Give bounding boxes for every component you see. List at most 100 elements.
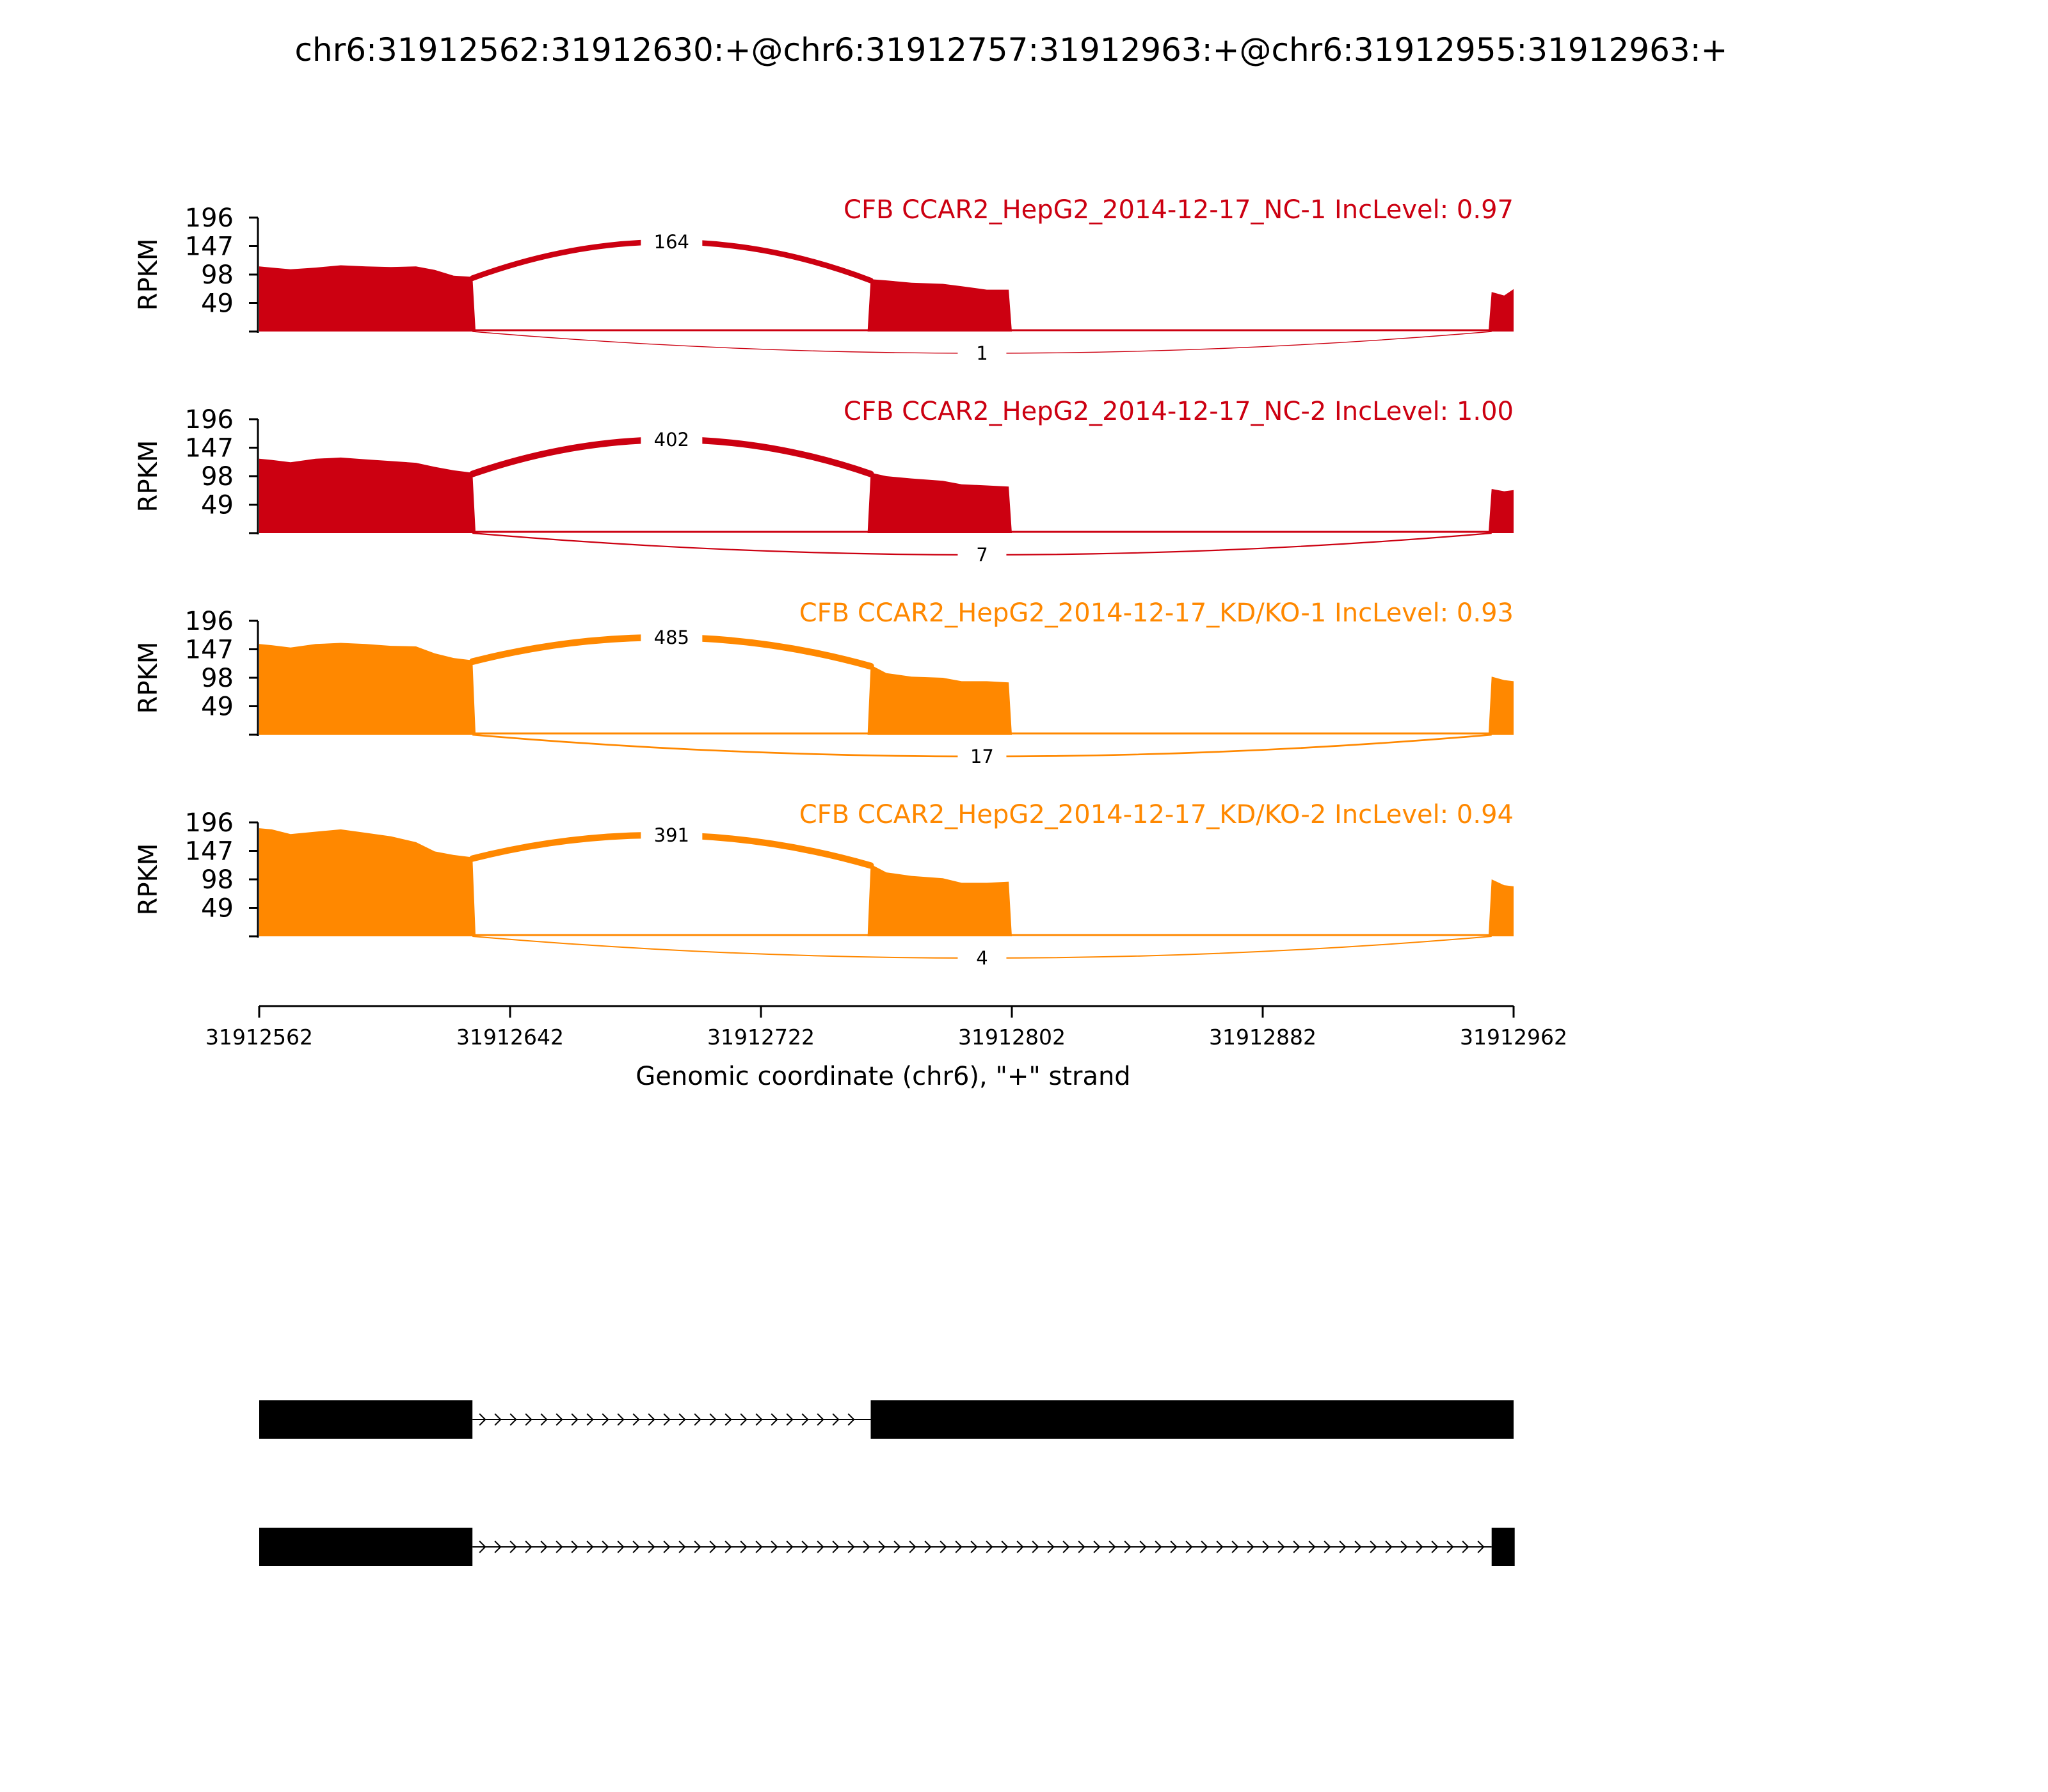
- strand-arrow-icon: [1247, 1540, 1254, 1553]
- x-tick-label: 31912802: [958, 1025, 1066, 1050]
- coverage-area: [259, 643, 1514, 735]
- strand-arrow-icon: [648, 1413, 655, 1426]
- strand-arrow-icon: [509, 1413, 517, 1426]
- strand-arrow-icon: [678, 1413, 686, 1426]
- junction-label-bg: [957, 339, 1007, 366]
- y-tick-label: 147: [185, 837, 234, 867]
- strand-arrow-icon: [1231, 1540, 1239, 1553]
- junction-label-bg: [957, 541, 1007, 568]
- strand-arrow-icon: [1201, 1540, 1208, 1553]
- coverage-area: [259, 457, 1514, 533]
- gene-model: [259, 1400, 1514, 1439]
- junction-label-bg: [641, 424, 703, 452]
- strand-arrow-icon: [1108, 1540, 1116, 1553]
- strand-arrow-icon: [586, 1540, 594, 1553]
- strand-arrow-icon: [602, 1413, 609, 1426]
- y-tick-label: 196: [185, 405, 234, 435]
- y-tick-label: 98: [201, 664, 234, 693]
- sample-label: CFB CCAR2_HepG2_2014-12-17_KD/KO-2 IncLe…: [799, 800, 1514, 829]
- strand-arrow-icon: [1446, 1540, 1454, 1553]
- junction-label-bg: [957, 944, 1007, 971]
- y-tick-label: 196: [185, 607, 234, 636]
- strand-arrow-icon: [724, 1413, 732, 1426]
- strand-arrow-icon: [1078, 1540, 1085, 1553]
- strand-arrow-icon: [847, 1540, 855, 1553]
- strand-arrow-icon: [801, 1540, 809, 1553]
- y-tick-label: 147: [185, 636, 234, 665]
- strand-arrow-icon: [663, 1540, 671, 1553]
- inclusion-junction-count: 391: [654, 824, 689, 846]
- y-axis-label: RPKM: [134, 844, 163, 916]
- strand-arrow-icon: [755, 1540, 763, 1553]
- strand-arrow-icon: [556, 1540, 563, 1553]
- strand-arrow-icon: [832, 1540, 840, 1553]
- strand-arrow-icon: [1324, 1540, 1331, 1553]
- strand-arrow-icon: [863, 1540, 870, 1553]
- gene-model: [259, 1528, 1515, 1566]
- y-tick-label: 98: [201, 462, 234, 492]
- strand-arrow-icon: [801, 1413, 809, 1426]
- strand-arrow-icon: [617, 1540, 625, 1553]
- strand-arrow-icon: [709, 1540, 717, 1553]
- strand-arrow-icon: [1400, 1540, 1408, 1553]
- figure-title: chr6:31912562:31912630:+@chr6:31912757:3…: [295, 31, 1728, 68]
- strand-arrow-icon: [786, 1540, 794, 1553]
- strand-arrow-icon: [1047, 1540, 1055, 1553]
- strand-arrow-icon: [1339, 1540, 1347, 1553]
- junction-label-bg: [641, 820, 703, 848]
- strand-arrow-icon: [1093, 1540, 1101, 1553]
- x-tick-label: 31912882: [1209, 1025, 1316, 1050]
- y-tick-label: 196: [185, 204, 234, 233]
- strand-arrow-icon: [632, 1540, 640, 1553]
- sample-label: CFB CCAR2_HepG2_2014-12-17_KD/KO-1 IncLe…: [799, 598, 1514, 628]
- strand-arrow-icon: [540, 1540, 548, 1553]
- strand-arrow-icon: [494, 1413, 502, 1426]
- exon-block: [1491, 1528, 1515, 1566]
- strand-arrow-icon: [540, 1413, 548, 1426]
- skipping-junction-count: 17: [970, 746, 994, 767]
- inclusion-junction-count: 164: [654, 231, 689, 253]
- x-tick-label: 31912722: [707, 1025, 815, 1050]
- strand-arrow-icon: [479, 1413, 486, 1426]
- strand-arrow-icon: [1308, 1540, 1316, 1553]
- strand-arrow-icon: [817, 1540, 824, 1553]
- strand-arrow-icon: [924, 1540, 932, 1553]
- y-axis-label: RPKM: [134, 440, 163, 513]
- strand-arrow-icon: [878, 1540, 886, 1553]
- strand-arrow-icon: [832, 1413, 840, 1426]
- strand-arrow-icon: [1293, 1540, 1300, 1553]
- strand-arrow-icon: [556, 1413, 563, 1426]
- x-tick-label: 31912642: [456, 1025, 564, 1050]
- sample-panel: 164 1 CFB CCAR2_HepG2_2014-12-17_NC-1 IncL…: [134, 195, 1514, 366]
- strand-arrow-icon: [1062, 1540, 1070, 1553]
- strand-arrow-icon: [509, 1540, 517, 1553]
- strand-arrow-icon: [771, 1540, 778, 1553]
- strand-arrow-icon: [525, 1413, 532, 1426]
- strand-arrow-icon: [571, 1413, 579, 1426]
- inclusion-junction-count: 402: [654, 429, 689, 451]
- strand-arrow-icon: [847, 1413, 855, 1426]
- strand-arrow-icon: [955, 1540, 963, 1553]
- y-tick-label: 49: [201, 491, 234, 520]
- skipping-junction-count: 4: [976, 947, 988, 969]
- inclusion-junction-count: 485: [654, 627, 689, 648]
- strand-arrow-icon: [1431, 1540, 1439, 1553]
- y-tick-label: 147: [185, 232, 234, 262]
- strand-arrow-icon: [648, 1540, 655, 1553]
- strand-arrow-icon: [755, 1413, 763, 1426]
- y-tick-label: 49: [201, 289, 234, 319]
- strand-arrow-icon: [525, 1540, 532, 1553]
- sample-label: CFB CCAR2_HepG2_2014-12-17_NC-2 IncLevel…: [844, 397, 1514, 426]
- junction-label-bg: [641, 227, 703, 255]
- strand-arrow-icon: [617, 1413, 625, 1426]
- strand-arrow-icon: [724, 1540, 732, 1553]
- sample-panel: 391 4 CFB CCAR2_HepG2_2014-12-17_KD/KO-2 I…: [134, 800, 1514, 971]
- strand-arrow-icon: [740, 1413, 748, 1426]
- strand-arrow-icon: [694, 1413, 701, 1426]
- strand-arrow-icon: [740, 1540, 748, 1553]
- coverage-panels: 164 1 CFB CCAR2_HepG2_2014-12-17_NC-1 IncL…: [134, 195, 1514, 971]
- strand-arrow-icon: [940, 1540, 947, 1553]
- strand-arrow-icon: [1155, 1540, 1162, 1553]
- sample-panel: 485 17 CFB CCAR2_HepG2_2014-12-17_KD/KO-1 …: [134, 598, 1514, 769]
